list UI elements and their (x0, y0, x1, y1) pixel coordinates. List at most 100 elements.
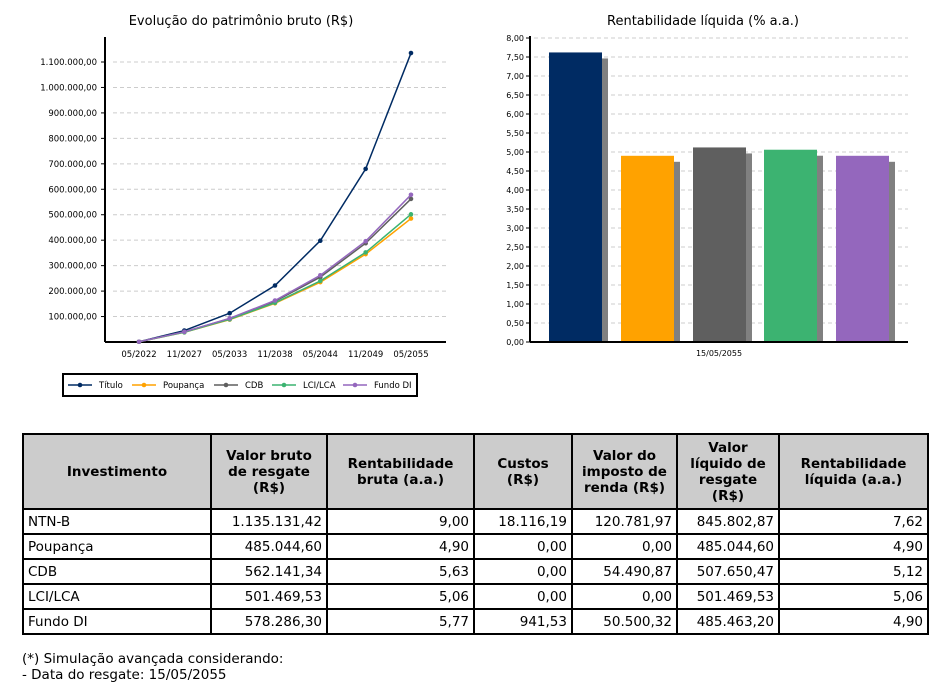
table-cell: NTN-B (22, 508, 212, 535)
x-tick-label: 11/2049 (348, 350, 383, 360)
table-cell: 562.141,34 (210, 558, 328, 585)
x-tick-label: 15/05/2055 (696, 349, 742, 358)
x-tick-label: 05/2022 (121, 350, 156, 360)
y-tick-label: 100.000,00 (48, 313, 97, 323)
x-tick-label: 05/2055 (393, 350, 428, 360)
y-tick-label: 800.000,00 (48, 134, 97, 144)
table-cell: 54.490,87 (571, 558, 678, 585)
table-cell: 0,00 (473, 533, 573, 560)
y-tick-label: 400.000,00 (48, 236, 97, 246)
x-tick-label: 05/2044 (303, 350, 338, 360)
data-point (408, 192, 414, 198)
data-point (408, 50, 414, 56)
y-tick-label: 6,50 (506, 91, 524, 100)
table-header-row: Investimento Valor bruto de resgate (R$)… (22, 433, 929, 510)
y-tick-label: 6,00 (506, 110, 524, 119)
table-cell: 5,06 (778, 583, 929, 610)
y-tick-label: 7,50 (506, 53, 524, 62)
data-point (363, 238, 368, 244)
data-point (182, 329, 187, 335)
legend-marker (141, 382, 147, 388)
y-tick-label: 8,00 (506, 34, 524, 43)
legend-marker (223, 382, 229, 388)
line-chart-title: Evolução do patrimônio bruto (R$) (128, 14, 354, 29)
legend-marker (352, 382, 358, 388)
col-header: Rentabilidade bruta (a.a.) (326, 433, 475, 510)
table-cell: 1.135.131,42 (210, 508, 328, 535)
data-point (136, 339, 142, 345)
table-row: NTN-B 1.135.131,42 9,00 18.116,19 120.781,97… (22, 508, 929, 535)
y-tick-label: 1.100.000,00 (40, 58, 97, 68)
y-tick-label: 1.000.000,00 (40, 83, 97, 93)
table-cell: 501.469,53 (676, 583, 780, 610)
table-cell: 0,00 (473, 558, 573, 585)
y-tick-label: 5,00 (506, 148, 524, 157)
bar (621, 155, 674, 342)
table-cell: 50.500,32 (571, 608, 678, 635)
table-cell: 501.469,53 (210, 583, 328, 610)
y-tick-label: 900.000,00 (48, 109, 97, 119)
col-header: Valor líquido de resgate (R$) (676, 433, 780, 510)
y-tick-label: 700.000,00 (48, 160, 97, 170)
y-tick-label: 5,50 (506, 129, 524, 138)
table-cell: 485.044,60 (676, 533, 780, 560)
series-line (138, 198, 412, 343)
bar (549, 52, 602, 342)
legend-label: Poupança (163, 381, 204, 391)
table-row: LCI/LCA 501.469,53 5,06 0,00 0,00 501.469,53 5… (22, 583, 929, 610)
data-point (408, 196, 414, 202)
y-tick-label: 3,50 (506, 205, 524, 214)
y-tick-label: 3,00 (506, 224, 524, 233)
data-point (408, 216, 414, 221)
y-tick-label: 2,00 (506, 262, 524, 271)
y-tick-label: 300.000,00 (48, 262, 97, 272)
data-point (363, 166, 368, 172)
table-cell: 120.781,97 (571, 508, 678, 535)
col-header: Investimento (22, 433, 212, 510)
legend-marker (281, 382, 287, 388)
table-cell: 9,00 (326, 508, 475, 535)
table-row: Fundo DI 578.286,30 5,77 941,53 50.500,32 485… (22, 608, 929, 635)
series-line (138, 194, 412, 343)
table-cell: 0,00 (571, 583, 678, 610)
table-cell: 4,90 (778, 533, 929, 560)
table-cell: 507.650,47 (676, 558, 780, 585)
bar (836, 155, 889, 342)
table-cell: 0,00 (473, 583, 573, 610)
y-tick-label: 1,00 (506, 300, 524, 309)
y-tick-label: 4,50 (506, 167, 524, 176)
results-table: Investimento Valor bruto de resgate (R$)… (22, 433, 929, 635)
footer-note: (*) Simulação avançada considerando: (22, 651, 284, 667)
table-cell: 485.463,20 (676, 608, 780, 635)
x-tick-label: 11/2027 (167, 350, 202, 360)
y-tick-label: 7,00 (506, 72, 524, 81)
footer-date: - Data do resgate: 15/05/2055 (22, 667, 227, 683)
table-cell: 5,77 (326, 608, 475, 635)
bar (693, 147, 746, 342)
bar-chart-title: Rentabilidade líquida (% a.a.) (607, 14, 799, 29)
y-tick-label: 0,50 (506, 319, 524, 328)
table-cell: 578.286,30 (210, 608, 328, 635)
data-point (227, 310, 232, 316)
y-tick-label: 2,50 (506, 243, 524, 252)
table-cell: 0,00 (571, 533, 678, 560)
data-point (272, 283, 278, 288)
col-header: Custos (R$) (473, 433, 573, 510)
y-tick-label: 200.000,00 (48, 287, 97, 297)
legend-label: Fundo DI (374, 381, 412, 391)
table-row: Poupança 485.044,60 4,90 0,00 0,00 485.044,60… (22, 533, 929, 560)
table-cell: 4,90 (778, 608, 929, 635)
y-tick-label: 4,00 (506, 186, 524, 195)
bar-chart: 0,00 0,50 1,00 1,50 2,00 2,50 3,00 3,50 4,00 4,50… (506, 34, 908, 358)
data-point (318, 238, 323, 243)
y-tick-label: 1,50 (506, 281, 524, 290)
y-tick-label: 0,00 (506, 338, 524, 347)
table-cell: CDB (22, 558, 212, 585)
table-cell: Fundo DI (22, 608, 212, 635)
data-point (318, 273, 323, 278)
table-cell: LCI/LCA (22, 583, 212, 610)
table-row: CDB 562.141,34 5,63 0,00 54.490,87 507.650,47… (22, 558, 929, 585)
table-cell: 5,06 (326, 583, 475, 610)
legend-label: Título (98, 381, 123, 391)
col-header: Rentabilidade líquida (a.a.) (778, 433, 929, 510)
